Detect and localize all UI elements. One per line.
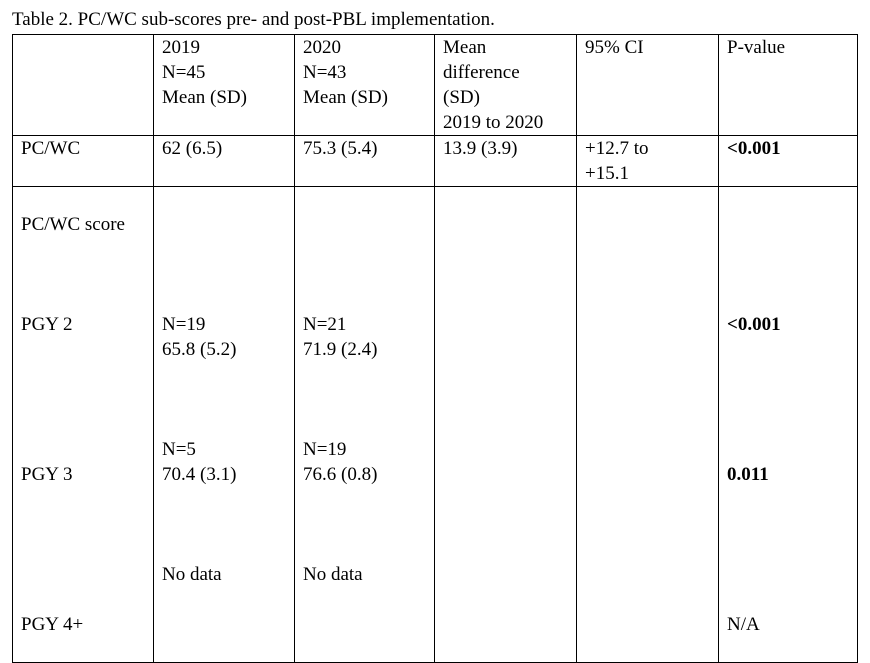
- pgy2-2020: N=21 71.9 (2.4): [303, 314, 378, 360]
- row-label: PC/WC: [12, 135, 154, 187]
- cell-95-ci: +12.7 to +15.1: [576, 135, 719, 187]
- pgy2-p-value: <0.001: [727, 314, 781, 335]
- cell-2019: 62 (6.5): [153, 135, 295, 187]
- pgy4-2019: No data: [162, 564, 222, 585]
- table-row-pgy-group: PC/WC score PGY 2 PGY 3 PGY 4+ N=19 65.8…: [12, 186, 858, 663]
- table-row-pcwc: PC/WC 62 (6.5) 75.3 (5.4) 13.9 (3.9) +12…: [12, 135, 858, 187]
- header-cell-2019: 2019 N=45 Mean (SD): [153, 34, 295, 136]
- header-cell-95-ci: 95% CI: [576, 34, 719, 136]
- pgy4-p-value: N/A: [727, 614, 760, 635]
- pgy3-label: PGY 3: [21, 464, 73, 485]
- header-cell-2020: 2020 N=43 Mean (SD): [294, 34, 435, 136]
- header-row: 2019 N=45 Mean (SD) 2020 N=43 Mean (SD) …: [12, 34, 858, 136]
- header-cell-mean-difference: Mean difference (SD) 2019 to 2020: [434, 34, 577, 136]
- pgy-95-ci-cell: [576, 186, 719, 663]
- pgy-p-value-cell: <0.001 0.011 N/A: [718, 186, 858, 663]
- header-cell-p-value: P-value: [718, 34, 858, 136]
- pgy4-label: PGY 4+: [21, 614, 84, 635]
- pgy3-p-value: 0.011: [727, 464, 769, 485]
- table-caption: Table 2. PC/WC sub-scores pre- and post-…: [12, 9, 495, 30]
- cell-p-value: <0.001: [718, 135, 858, 187]
- pgy4-2020: No data: [303, 564, 363, 585]
- group-label: PC/WC score: [21, 214, 125, 235]
- results-table: 2019 N=45 Mean (SD) 2020 N=43 Mean (SD) …: [12, 34, 858, 663]
- pgy-2020-cell: N=21 71.9 (2.4) N=19 76.6 (0.8) No data: [294, 186, 435, 663]
- header-cell-empty: [12, 34, 154, 136]
- pgy-labels-cell: PC/WC score PGY 2 PGY 3 PGY 4+: [12, 186, 154, 663]
- pgy2-label: PGY 2: [21, 314, 73, 335]
- pgy3-2019: N=5 70.4 (3.1): [162, 439, 237, 485]
- cell-mean-difference: 13.9 (3.9): [434, 135, 577, 187]
- pgy2-2019: N=19 65.8 (5.2): [162, 314, 237, 360]
- pgy3-2020: N=19 76.6 (0.8): [303, 439, 378, 485]
- pgy-mean-difference-cell: [434, 186, 577, 663]
- cell-2020: 75.3 (5.4): [294, 135, 435, 187]
- pgy-2019-cell: N=19 65.8 (5.2) N=5 70.4 (3.1) No data: [153, 186, 295, 663]
